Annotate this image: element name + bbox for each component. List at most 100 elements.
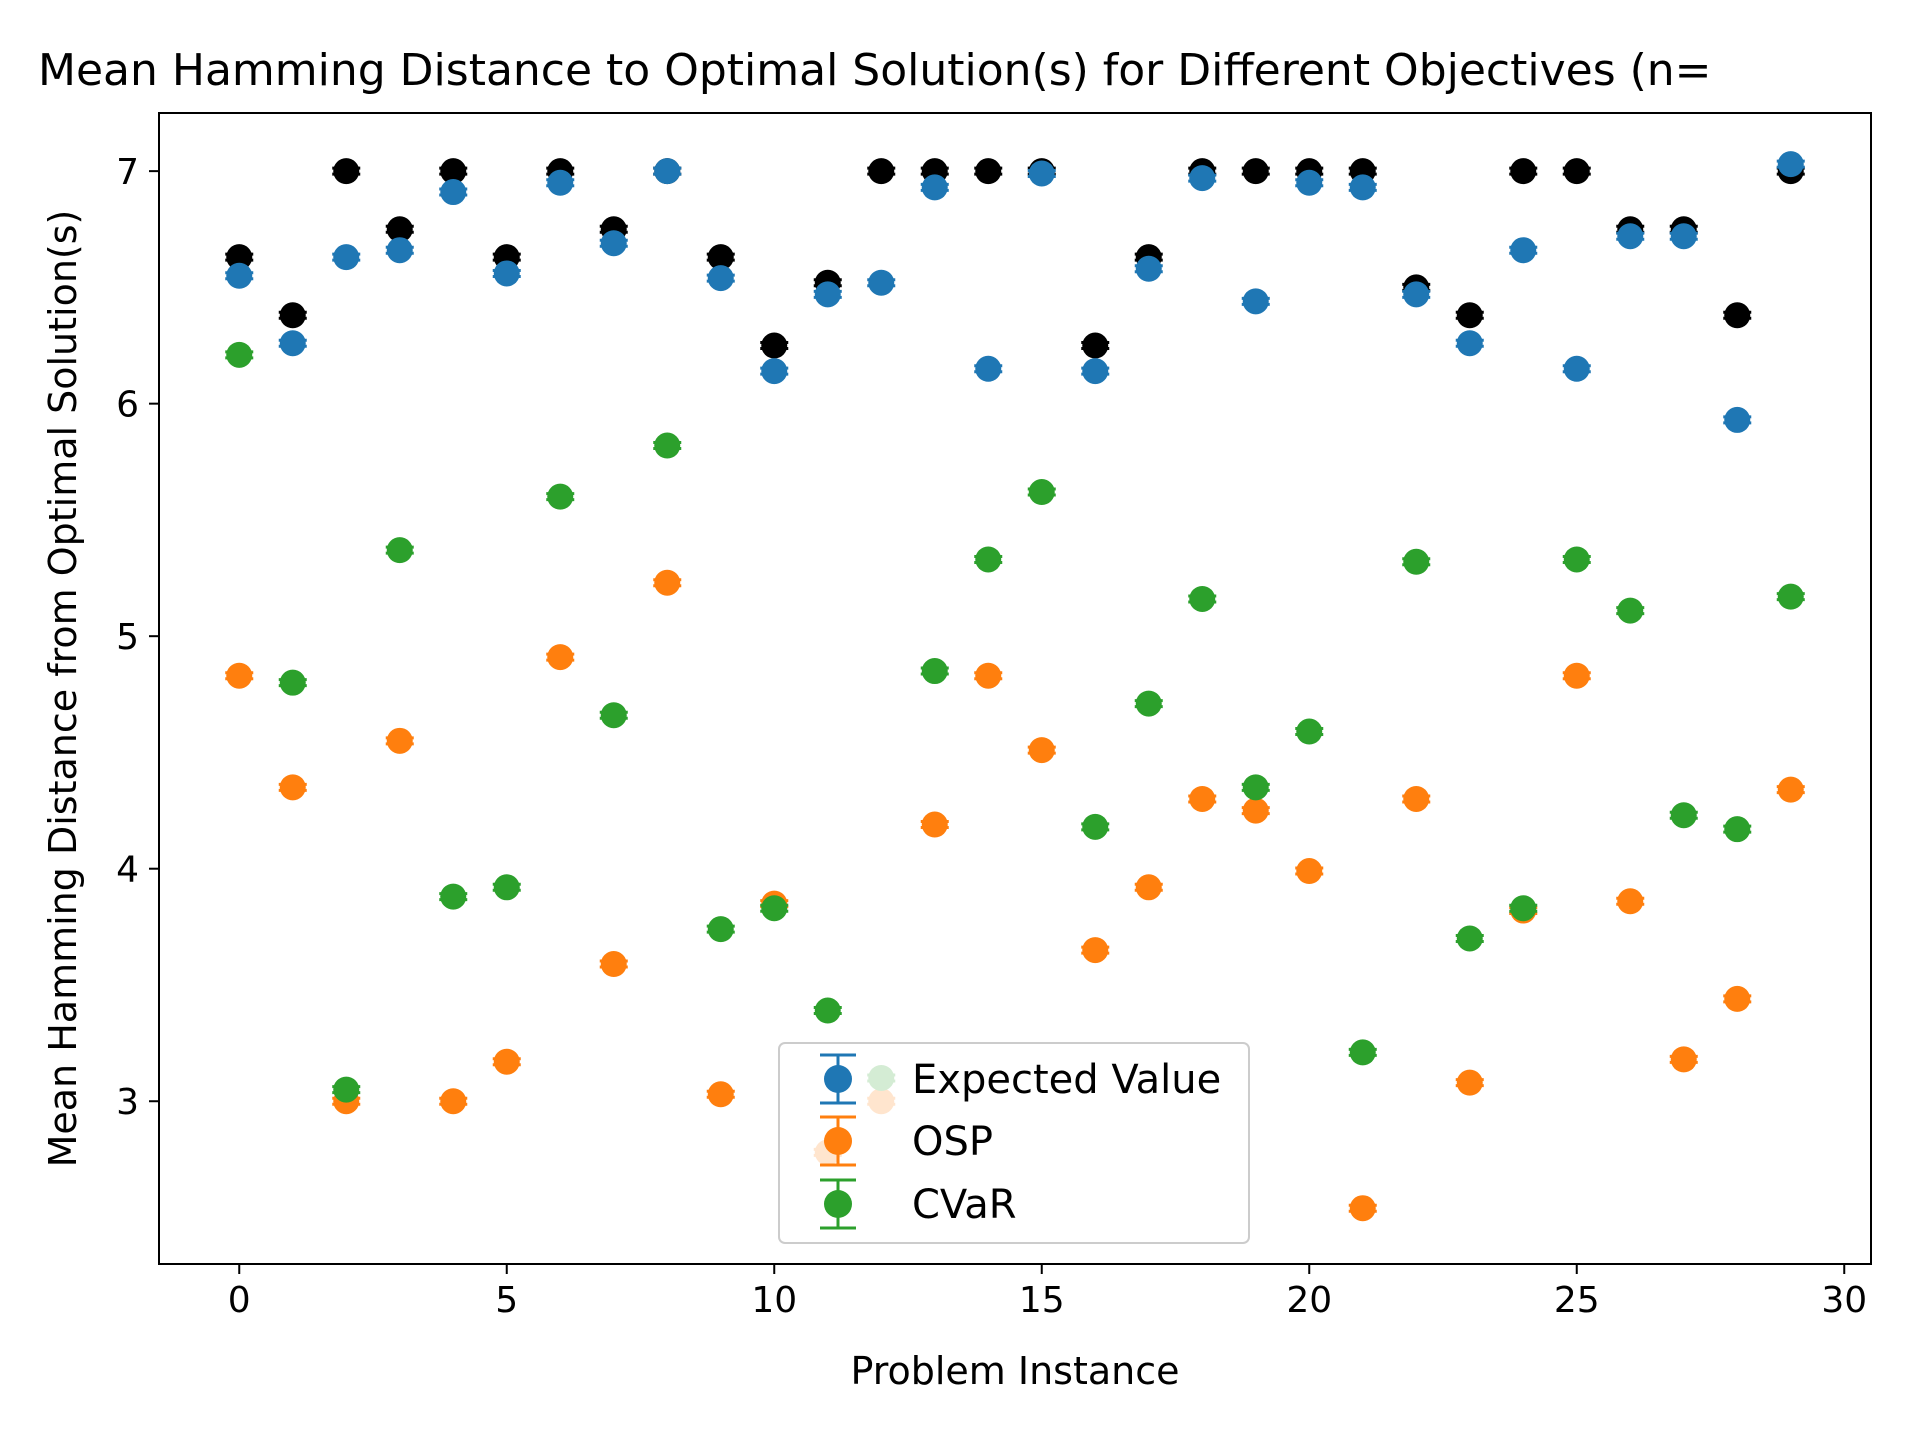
expected-value-point <box>653 158 682 185</box>
x-tick-label: 0 <box>228 1280 251 1321</box>
expected-value-point <box>1669 223 1698 250</box>
cvar-point-marker <box>1403 548 1430 575</box>
osp-point-marker <box>707 1081 734 1108</box>
expected-value-point-marker <box>1242 288 1269 315</box>
cvar-point-marker <box>440 883 467 910</box>
cvar-point <box>278 669 307 696</box>
cvar-point <box>706 916 735 943</box>
reference-point <box>706 244 735 271</box>
legend: Expected Value OSP CVaR <box>778 1042 1250 1244</box>
reference-point-marker <box>975 158 1002 185</box>
expected-value-point-marker <box>1349 174 1376 201</box>
legend-entry-expected-value: Expected Value <box>820 1053 1221 1105</box>
reference-point-marker <box>333 158 360 185</box>
expected-value-point <box>225 262 254 289</box>
reference-point-marker <box>1242 158 1269 185</box>
cvar-point-marker <box>1189 585 1216 612</box>
cvar-point-marker <box>1670 802 1697 829</box>
reference-point <box>278 302 307 329</box>
cvar-point-marker <box>1349 1039 1376 1066</box>
x-axis-label: Problem Instance <box>850 1349 1179 1393</box>
cvar-point <box>599 702 628 729</box>
expected-value-point <box>1402 281 1431 308</box>
cvar-point <box>1295 718 1324 745</box>
osp-point <box>1776 776 1805 803</box>
osp-point-marker <box>226 662 253 689</box>
cvar-point-marker <box>654 432 681 459</box>
osp-point-marker <box>440 1088 467 1115</box>
expected-value-point-marker <box>761 358 788 385</box>
osp-point-marker <box>1296 858 1323 885</box>
osp-point-marker <box>1724 985 1751 1012</box>
cvar-point-marker <box>333 1076 360 1103</box>
cvar-point <box>385 537 414 564</box>
cvar-point-marker <box>279 669 306 696</box>
expected-value-point <box>706 265 735 292</box>
legend-marker <box>824 1190 852 1218</box>
y-tick-label: 5 <box>116 617 139 658</box>
osp-point <box>974 662 1003 689</box>
x-tick-label: 25 <box>1554 1280 1600 1321</box>
cvar-point <box>1241 774 1270 801</box>
cvar-point <box>760 895 789 922</box>
reference-point <box>1081 332 1110 359</box>
expected-value-point <box>760 358 789 385</box>
expected-value-point-marker <box>921 174 948 201</box>
reference-point <box>1241 158 1270 185</box>
cvar-point-marker <box>1028 479 1055 506</box>
osp-point <box>920 811 949 838</box>
x-tick-label: 5 <box>495 1280 518 1321</box>
reference-point <box>1723 302 1752 329</box>
expected-value-point-marker <box>1510 237 1537 264</box>
expected-value-point <box>1616 223 1645 250</box>
cvar-point <box>1348 1039 1377 1066</box>
expected-value-point <box>1241 288 1270 315</box>
expected-value-point <box>1134 255 1163 282</box>
x-tick-label: 10 <box>751 1280 797 1321</box>
cvar-point <box>546 483 575 510</box>
cvar-point <box>1616 597 1645 624</box>
expected-value-point <box>867 269 896 296</box>
osp-point <box>1348 1195 1377 1222</box>
expected-value-point <box>1295 169 1324 196</box>
expected-value-point <box>1562 355 1591 382</box>
reference-point-marker <box>226 244 253 271</box>
reference-point-marker <box>868 158 895 185</box>
expected-value-point-marker <box>386 237 413 264</box>
expected-value-point-marker <box>975 355 1002 382</box>
cvar-point-marker <box>493 874 520 901</box>
cvar-point-marker <box>1617 597 1644 624</box>
cvar-point <box>225 341 254 368</box>
reference-point-marker <box>1082 332 1109 359</box>
expected-value-point <box>1027 160 1056 187</box>
expected-value-point <box>920 174 949 201</box>
osp-point-marker <box>1777 776 1804 803</box>
cvar-point <box>1455 925 1484 952</box>
y-tick-label: 7 <box>116 152 139 193</box>
osp-point-marker <box>1617 888 1644 915</box>
osp-point <box>1669 1046 1698 1073</box>
plot-area <box>225 151 1805 1222</box>
expected-value-point <box>1776 151 1805 178</box>
cvar-point <box>920 658 949 685</box>
cvar-point <box>1402 548 1431 575</box>
expected-value-point-marker <box>814 281 841 308</box>
expected-value-point <box>813 281 842 308</box>
expected-value-point <box>332 244 361 271</box>
osp-point <box>492 1048 521 1075</box>
osp-point <box>1081 937 1110 964</box>
osp-point <box>1616 888 1645 915</box>
osp-point <box>1134 874 1163 901</box>
reference-point <box>1509 158 1538 185</box>
osp-point-marker <box>386 727 413 754</box>
axis-ticks: 0 5 10 15 20 25 30 3 4 5 6 7 <box>116 152 1867 1321</box>
reference-point <box>1562 158 1591 185</box>
x-tick-label: 20 <box>1286 1280 1332 1321</box>
osp-point <box>1241 797 1270 824</box>
cvar-point-marker <box>1510 895 1537 922</box>
expected-value-point-marker <box>1563 355 1590 382</box>
x-tick-label: 30 <box>1821 1280 1867 1321</box>
osp-point <box>1562 662 1591 689</box>
expected-value-point <box>278 330 307 357</box>
expected-value-point <box>439 179 468 206</box>
